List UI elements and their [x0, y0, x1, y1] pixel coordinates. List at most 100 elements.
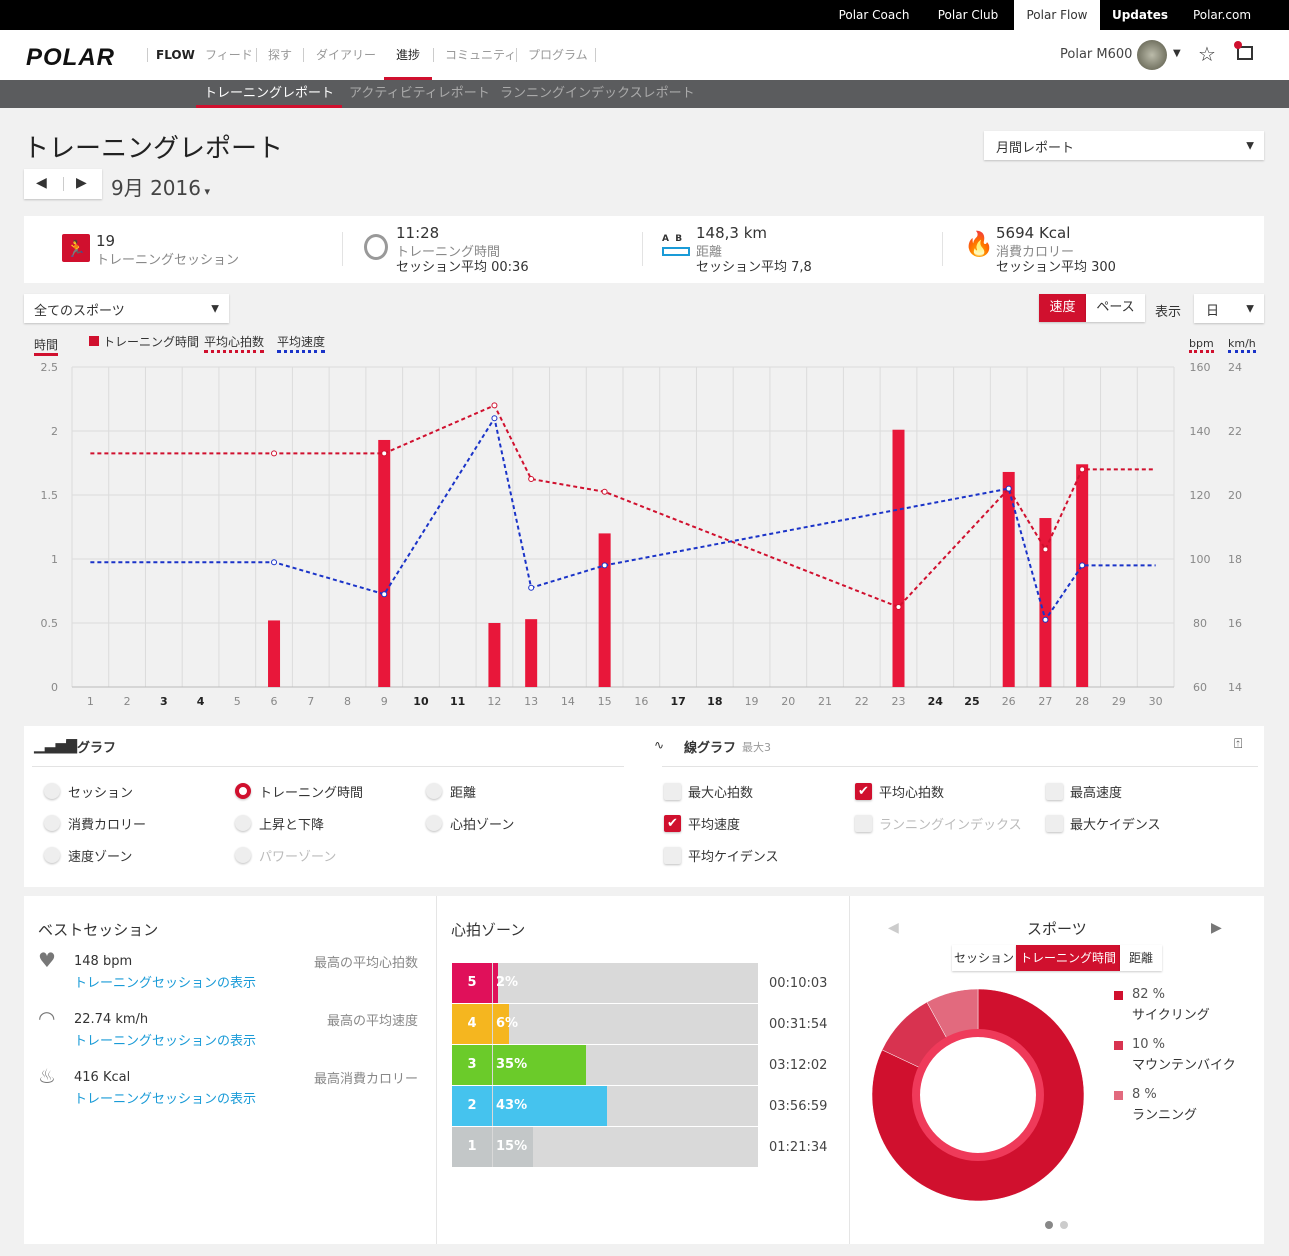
- nav-explore[interactable]: 探す: [268, 48, 293, 62]
- zone-row: 2 43%: [452, 1086, 758, 1126]
- sports-tab-distance[interactable]: 距離: [1120, 945, 1162, 971]
- zone-row: 3 35%: [452, 1045, 758, 1085]
- pace-toggle[interactable]: ペース: [1086, 294, 1145, 322]
- sports-next-icon[interactable]: ▶: [1211, 920, 1222, 936]
- polar-logo[interactable]: POLAR: [26, 44, 115, 71]
- checkbox-3[interactable]: ✔: [664, 815, 681, 832]
- report-type-select[interactable]: 月間レポート ▼: [984, 131, 1264, 160]
- line-graph-max: 最大3: [742, 741, 771, 754]
- tab-activity-report[interactable]: アクティビティレポート: [349, 86, 490, 101]
- nav-programs[interactable]: プログラム: [528, 48, 588, 62]
- option-label[interactable]: 平均心拍数: [879, 786, 945, 801]
- option-label[interactable]: 上昇と下降: [259, 818, 325, 833]
- x-tick-label: 29: [1112, 695, 1126, 708]
- bar-day-9: [378, 439, 391, 687]
- zone-number: 4: [452, 1004, 492, 1044]
- link-polar-coach[interactable]: Polar Coach: [838, 8, 910, 22]
- radio-0[interactable]: [44, 783, 60, 799]
- x-tick-label: 20: [781, 695, 795, 708]
- checkbox-0[interactable]: [664, 783, 681, 800]
- option-label[interactable]: パワーゾーン: [259, 850, 337, 865]
- nav-diary[interactable]: ダイアリー: [316, 48, 377, 62]
- legend-speed[interactable]: 平均速度: [277, 333, 326, 353]
- x-tick-label: 16: [634, 695, 648, 708]
- nav-feed[interactable]: フィード: [205, 48, 253, 62]
- tab-running-index-report[interactable]: ランニングインデックスレポート: [500, 86, 695, 101]
- option-label[interactable]: 消費カロリー: [68, 818, 147, 833]
- checkbox-1[interactable]: ✔: [855, 783, 872, 800]
- option-label[interactable]: 距離: [450, 786, 477, 801]
- x-tick-label: 21: [818, 695, 832, 708]
- avatar[interactable]: [1137, 40, 1167, 70]
- export-icon[interactable]: ⍐: [1234, 736, 1243, 752]
- checkbox-2[interactable]: [1046, 783, 1063, 800]
- sport-select[interactable]: 全てのスポーツ ▼: [24, 294, 229, 323]
- sports-prev-icon[interactable]: ◀: [888, 920, 899, 936]
- prev-arrow-icon[interactable]: ◀: [36, 175, 47, 191]
- link-updates[interactable]: Updates: [1111, 8, 1169, 22]
- option-label[interactable]: 速度ゾーン: [68, 850, 133, 865]
- heart-icon: ♥: [38, 948, 56, 972]
- speed-point: [491, 415, 498, 422]
- option-label[interactable]: トレーニング時間: [259, 786, 364, 801]
- x-tick-label: 2: [124, 695, 131, 708]
- radio-6[interactable]: [44, 847, 60, 863]
- zone-row: 4 6%: [452, 1004, 758, 1044]
- nav-progress[interactable]: 進捗: [384, 30, 432, 80]
- next-arrow-icon[interactable]: ▶: [76, 175, 87, 191]
- view-session-link[interactable]: トレーニングセッションの表示: [74, 1092, 257, 1107]
- tab-training-report[interactable]: トレーニングレポート: [196, 80, 343, 108]
- option-label[interactable]: 平均速度: [688, 818, 741, 833]
- checkbox-6[interactable]: [664, 847, 681, 864]
- speed-point: [601, 562, 608, 569]
- zone-pct: 15%: [496, 1139, 528, 1154]
- chevron-down-icon[interactable]: ▼: [1173, 48, 1181, 59]
- option-label[interactable]: 最大心拍数: [688, 786, 754, 801]
- hr-point: [271, 450, 278, 457]
- sports-tab-training-time[interactable]: トレーニング時間: [1016, 945, 1120, 971]
- radio-5[interactable]: [426, 815, 442, 831]
- nav-community[interactable]: コミュニティ: [445, 48, 517, 62]
- speed-point: [381, 591, 388, 598]
- view-session-link[interactable]: トレーニングセッションの表示: [74, 1034, 257, 1049]
- bar-graph-title: 棒グラフ: [64, 741, 117, 756]
- zone-bar: [493, 963, 499, 1003]
- line-graph-title: 線グラフ: [684, 741, 737, 756]
- link-polar-flow[interactable]: Polar Flow: [1014, 0, 1100, 30]
- carousel-dot-1[interactable]: [1045, 1221, 1053, 1229]
- speed-toggle[interactable]: 速度: [1039, 294, 1086, 322]
- option-label[interactable]: 最高速度: [1070, 786, 1123, 801]
- star-icon[interactable]: ☆: [1198, 42, 1216, 66]
- donut-inner-ring: [912, 1029, 1044, 1161]
- sports-tab-sessions[interactable]: セッション: [952, 945, 1016, 971]
- radio-1[interactable]: [235, 783, 251, 799]
- radio-4[interactable]: [235, 815, 251, 831]
- hr-point: [381, 450, 388, 457]
- option-label[interactable]: 心拍ゾーン: [450, 818, 515, 833]
- radio-3[interactable]: [44, 815, 60, 831]
- sync-icon[interactable]: [1234, 41, 1253, 60]
- summary-card: 🏃 19 トレーニングセッション 11:28 トレーニング時間 セッション平均 …: [24, 216, 1264, 283]
- option-label[interactable]: 平均ケイデンス: [688, 850, 779, 865]
- device-name[interactable]: Polar M600: [1060, 47, 1133, 62]
- page-title: トレーニングレポート: [23, 134, 284, 164]
- carousel-dot-2[interactable]: [1060, 1221, 1068, 1229]
- option-label[interactable]: ランニングインデックス: [879, 818, 1022, 833]
- link-polar-com[interactable]: Polar.com: [1192, 8, 1252, 22]
- view-session-link[interactable]: トレーニングセッションの表示: [74, 976, 257, 991]
- radio-2[interactable]: [426, 783, 442, 799]
- option-label[interactable]: 最大ケイデンス: [1070, 818, 1161, 833]
- best-value: 416 Kcal: [74, 1070, 131, 1085]
- bar-day-26: [1002, 471, 1015, 687]
- display-select[interactable]: 日 ▼: [1194, 294, 1264, 323]
- x-tick-label: 27: [1038, 695, 1052, 708]
- legend-hr[interactable]: 平均心拍数: [204, 333, 265, 353]
- bpm-tick-label: 140: [1190, 425, 1211, 438]
- left-axis-legend: 時間: [34, 336, 59, 356]
- distance-label: 距離: [696, 245, 723, 260]
- checkbox-5[interactable]: [1046, 815, 1063, 832]
- period-selector[interactable]: 9月 2016 ▾: [111, 176, 211, 200]
- legend-bar[interactable]: トレーニング時間: [89, 333, 199, 350]
- link-polar-club[interactable]: Polar Club: [937, 8, 999, 22]
- option-label[interactable]: セッション: [68, 786, 134, 801]
